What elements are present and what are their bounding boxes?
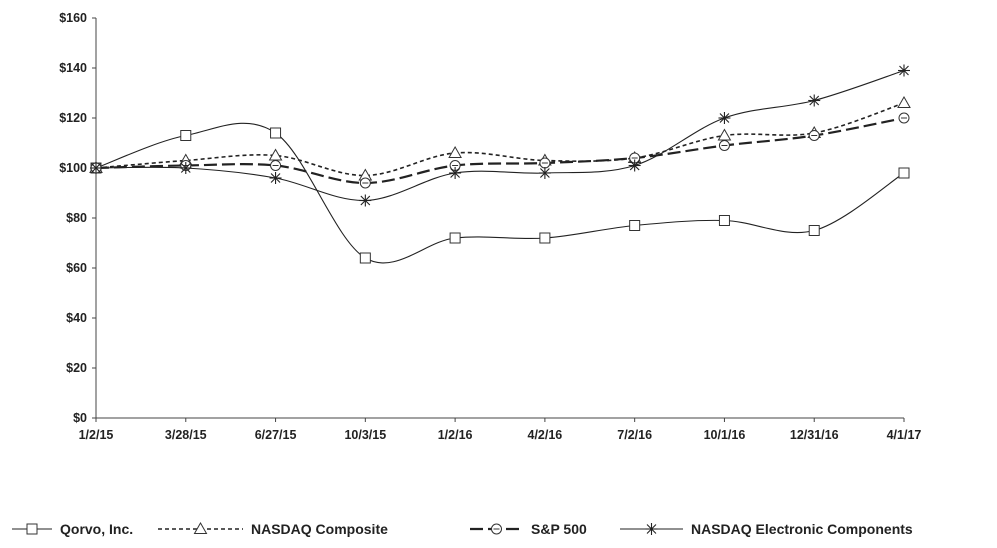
x-tick-label: 4/2/16	[528, 428, 563, 442]
data-point-circle	[270, 160, 282, 171]
series-0	[90, 122, 910, 264]
series-line	[95, 116, 905, 185]
data-point-square	[539, 232, 551, 244]
legend-item: Qorvo, Inc.	[12, 521, 133, 537]
x-tick-label: 7/2/16	[617, 428, 652, 442]
data-point-star	[718, 112, 731, 124]
series-line	[95, 69, 905, 202]
y-tick-label: $100	[59, 161, 87, 175]
data-point-triangle	[717, 128, 732, 141]
legend-item: NASDAQ Composite	[158, 521, 388, 537]
data-point-circle	[539, 157, 551, 169]
x-tick-label: 10/3/15	[344, 428, 386, 442]
x-tick-label: 10/1/16	[704, 428, 746, 442]
y-tick-label: $140	[59, 61, 87, 75]
data-point-square	[808, 225, 820, 236]
data-point-square	[449, 232, 461, 244]
legend-item: NASDAQ Electronic Components	[620, 521, 913, 537]
data-point-star	[538, 167, 551, 179]
data-point-star	[449, 167, 462, 179]
series-3	[90, 64, 910, 207]
x-tick-label: 12/31/16	[790, 428, 839, 442]
y-tick-label: $160	[59, 11, 87, 25]
x-tick-label: 4/1/17	[887, 428, 922, 442]
legend-marker-star	[645, 523, 658, 535]
data-point-circle	[808, 130, 820, 141]
data-point-star	[898, 64, 910, 77]
series-line	[95, 102, 905, 177]
data-point-star	[808, 94, 821, 107]
series-2	[90, 112, 910, 189]
series-lines	[89, 64, 911, 264]
data-point-square	[270, 127, 282, 139]
data-point-circle	[359, 177, 371, 189]
legend-marker-square	[26, 523, 38, 535]
data-point-star	[269, 172, 282, 184]
legend: Qorvo, Inc. NASDAQ Composite S&P 500 NASDAQ…	[12, 521, 913, 537]
y-axis-ticks: $0 $20 $40 $60 $80 $100 $120 $140 $160	[59, 11, 96, 425]
y-tick-label: $0	[73, 411, 87, 425]
data-point-star	[179, 162, 192, 174]
data-point-circle	[898, 112, 910, 124]
y-tick-label: $120	[59, 111, 87, 125]
data-point-square	[359, 252, 371, 264]
x-tick-label: 1/2/15	[79, 428, 114, 442]
x-axis-ticks: 1/2/15 3/28/15 6/27/15 10/3/15 1/2/16 4/2/16 7…	[79, 418, 922, 442]
data-point-triangle	[448, 145, 462, 158]
y-tick-label: $20	[66, 361, 87, 375]
data-point-square	[898, 167, 910, 179]
legend-label: NASDAQ Electronic Components	[691, 521, 913, 537]
x-tick-label: 6/27/15	[255, 428, 297, 442]
data-point-star	[90, 162, 102, 174]
data-point-square	[180, 130, 192, 141]
x-tick-label: 3/28/15	[165, 428, 207, 442]
legend-label: NASDAQ Composite	[251, 521, 388, 537]
axes	[95, 18, 904, 419]
legend-item: S&P 500	[470, 521, 587, 537]
data-point-square	[718, 215, 730, 226]
legend-label: Qorvo, Inc.	[60, 521, 133, 537]
data-point-star	[628, 159, 641, 172]
y-tick-label: $60	[66, 261, 87, 275]
x-tick-label: 1/2/16	[438, 428, 473, 442]
data-point-star	[359, 194, 372, 207]
legend-marker-circle	[491, 523, 502, 535]
series-line	[95, 122, 905, 264]
data-point-square	[629, 220, 641, 231]
legend-marker-triangle	[193, 521, 208, 534]
data-point-circle	[718, 140, 730, 151]
data-point-triangle	[897, 95, 911, 108]
y-tick-label: $80	[66, 211, 87, 225]
legend-label: S&P 500	[531, 521, 587, 537]
y-tick-label: $40	[66, 311, 87, 325]
